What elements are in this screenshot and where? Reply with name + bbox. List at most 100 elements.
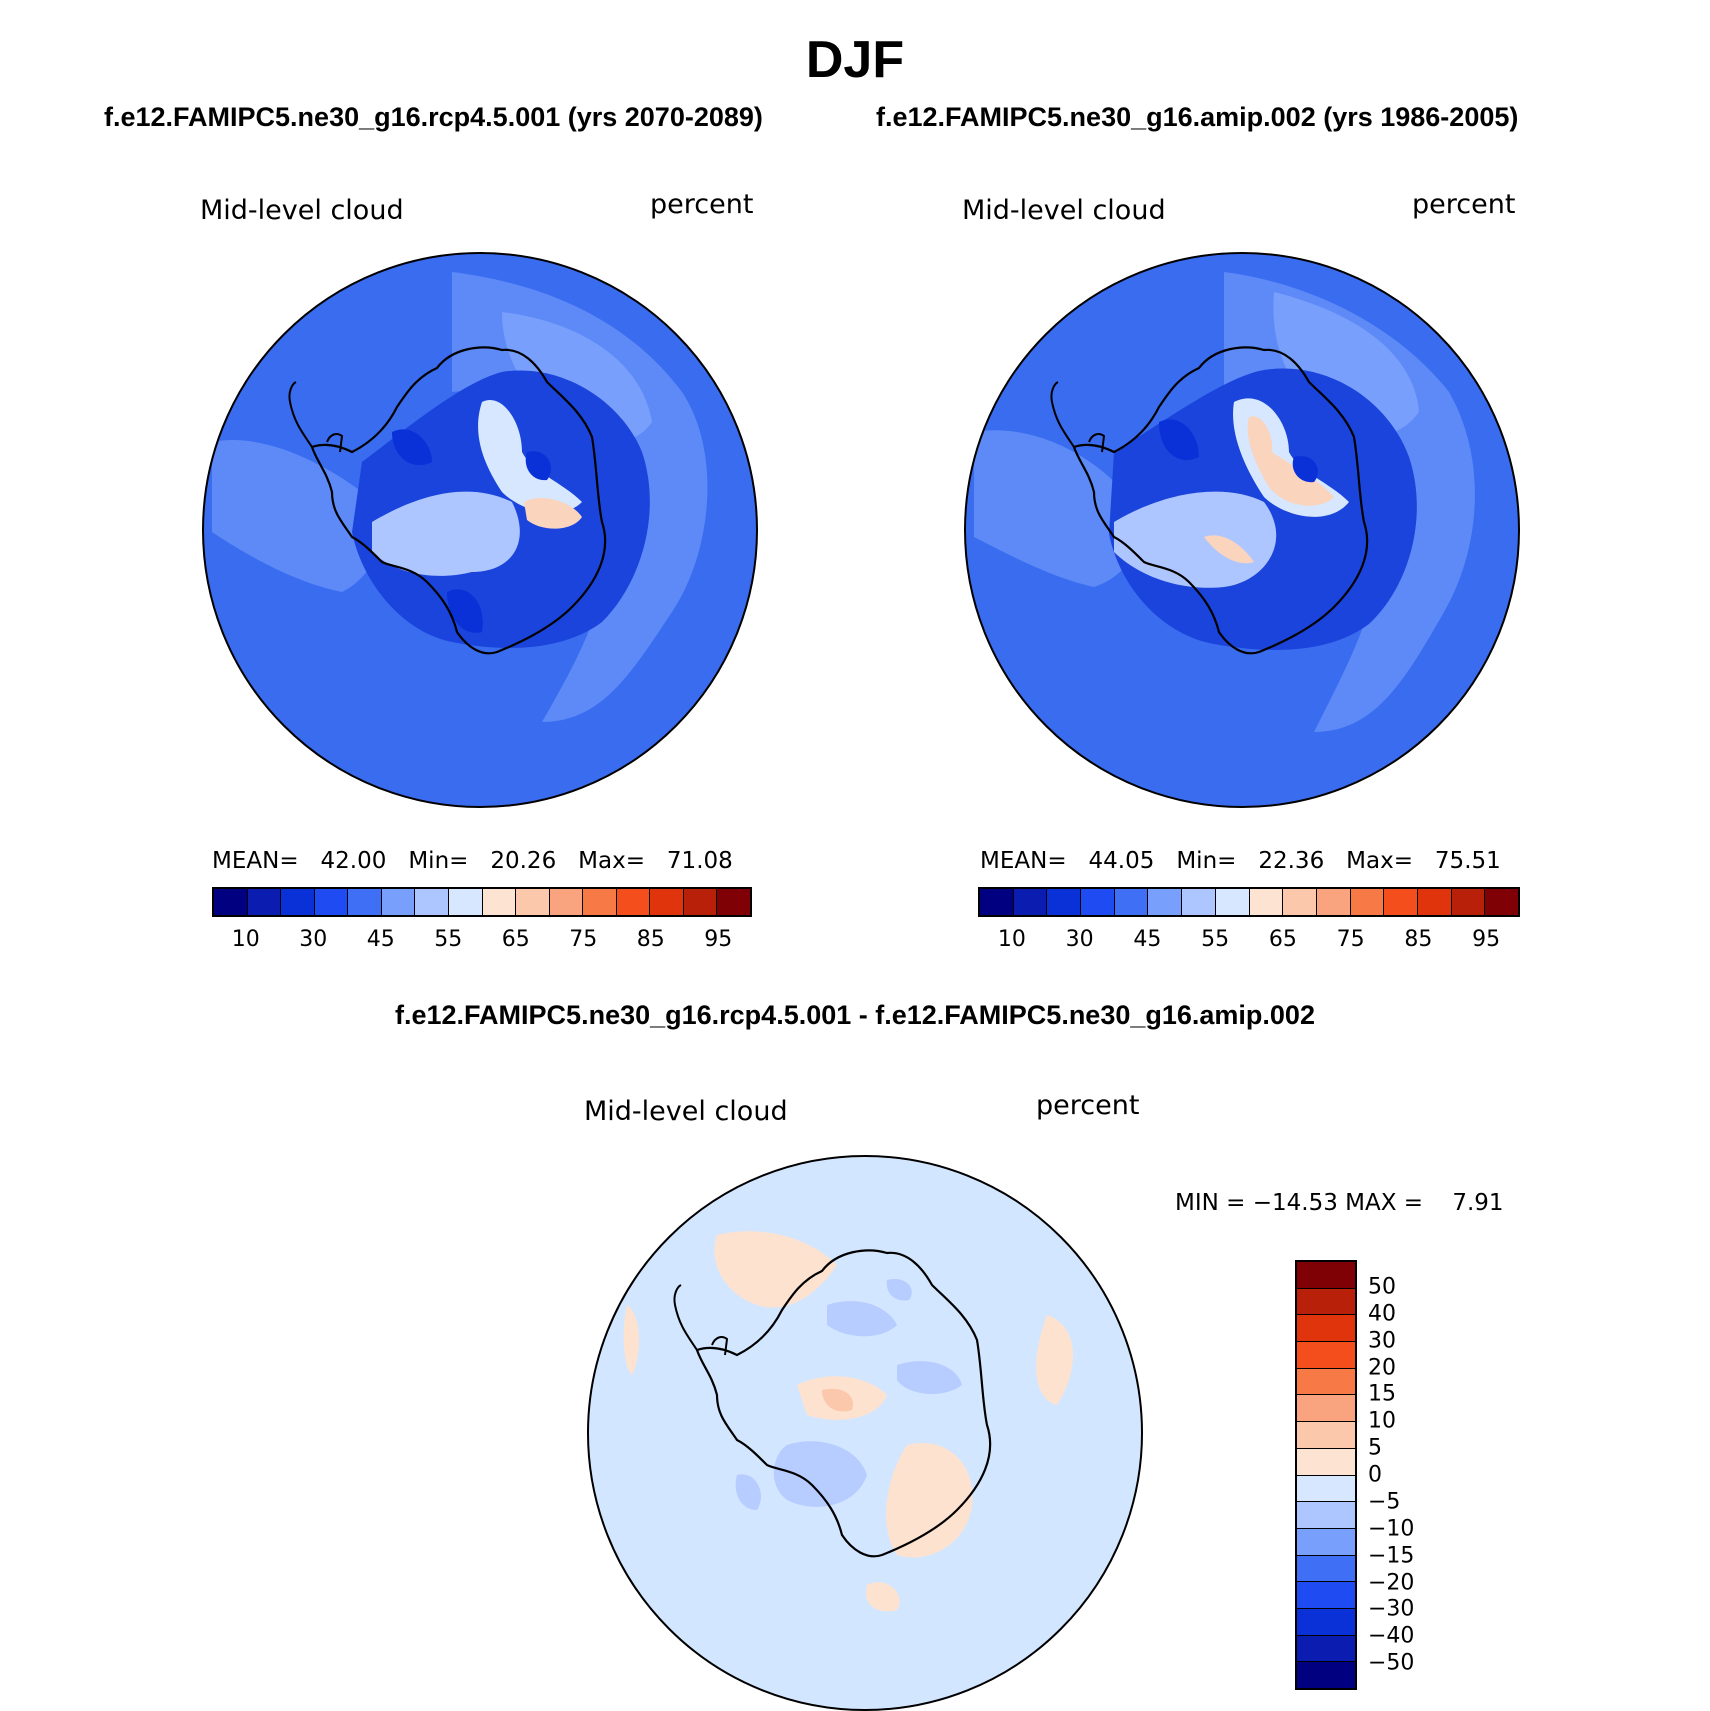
colorbar-cell xyxy=(650,889,684,915)
colorbar-cell xyxy=(1297,1315,1355,1343)
colorbar-cell xyxy=(1485,889,1518,915)
colorbar-cell xyxy=(1297,1395,1355,1423)
colorbar-cell xyxy=(482,889,517,915)
colorbar-cell xyxy=(1417,889,1452,915)
difference-colorbar xyxy=(1295,1260,1357,1690)
difference-minmax: MIN = −14.53 MAX = 7.91 xyxy=(1175,1190,1504,1216)
colorbar-tick-label: −5 xyxy=(1368,1489,1401,1515)
colorbar-cell xyxy=(1297,1422,1355,1449)
colorbar-cell xyxy=(616,889,651,915)
colorbar-tick-label: 0 xyxy=(1368,1462,1382,1488)
colorbar-tick-label: 30 xyxy=(299,927,328,952)
colorbar-tick-label: −40 xyxy=(1368,1623,1415,1649)
colorbar-cell xyxy=(247,889,282,915)
colorbar-cell xyxy=(583,889,617,915)
colorbar-cell xyxy=(549,889,584,915)
colorbar-tick-label: 10 xyxy=(1368,1408,1396,1434)
colorbar-tick-label: 75 xyxy=(1336,927,1365,952)
colorbar-tick-label: 5 xyxy=(1368,1435,1382,1461)
colorbar-tick-label: 55 xyxy=(1201,927,1230,952)
panel1-variable-label: Mid-level cloud xyxy=(200,195,404,226)
colorbar-cell xyxy=(1297,1262,1355,1289)
panel2-colorbar-ticks: 10 30 45 55 65 75 85 95 xyxy=(978,927,1520,957)
panel2-units-label: percent xyxy=(1412,189,1516,220)
colorbar-cell xyxy=(1297,1288,1355,1316)
colorbar-cell xyxy=(381,889,416,915)
colorbar-tick-label: 50 xyxy=(1368,1274,1396,1300)
colorbar-cell xyxy=(1451,889,1486,915)
colorbar-cell xyxy=(1013,889,1048,915)
colorbar-tick-label: 45 xyxy=(1133,927,1162,952)
colorbar-cell xyxy=(980,889,1014,915)
colorbar-tick-label: 85 xyxy=(1404,927,1433,952)
colorbar-cell xyxy=(717,889,750,915)
panel1-polar-map xyxy=(202,252,758,808)
colorbar-cell xyxy=(1283,889,1317,915)
colorbar-cell xyxy=(1297,1635,1355,1663)
colorbar-tick-label: 15 xyxy=(1368,1381,1396,1407)
colorbar-tick-label: 65 xyxy=(501,927,530,952)
colorbar-cell xyxy=(1047,889,1082,915)
panel2-polar-map xyxy=(964,252,1520,808)
figure-title: DJF xyxy=(805,31,905,89)
colorbar-cell xyxy=(1297,1448,1355,1476)
colorbar-tick-label: −50 xyxy=(1368,1650,1415,1676)
colorbar-tick-label: 95 xyxy=(704,927,733,952)
difference-title: f.e12.FAMIPC5.ne30_g16.rcp4.5.001 - f.e1… xyxy=(395,1000,1315,1030)
panel1-units-label: percent xyxy=(650,189,754,220)
colorbar-tick-label: 95 xyxy=(1472,927,1501,952)
colorbar-cell xyxy=(1297,1662,1355,1688)
colorbar-cell xyxy=(1316,889,1351,915)
colorbar-cell xyxy=(1297,1608,1355,1636)
colorbar-cell xyxy=(214,889,248,915)
colorbar-tick-label: −20 xyxy=(1368,1570,1415,1595)
colorbar-tick-label: 10 xyxy=(997,927,1026,952)
colorbar-cell xyxy=(1297,1528,1355,1556)
panel1-stats: MEAN= 42.00 Min= 20.26 Max= 71.08 xyxy=(212,848,733,874)
colorbar-cell xyxy=(1215,889,1250,915)
colorbar-cell xyxy=(1114,889,1149,915)
colorbar-tick-label: 30 xyxy=(1368,1328,1396,1354)
colorbar-cell xyxy=(348,889,382,915)
panel2-case-title: f.e12.FAMIPC5.ne30_g16.amip.002 (yrs 198… xyxy=(876,102,1519,132)
colorbar-tick-label: 75 xyxy=(569,927,598,952)
colorbar-cell xyxy=(1297,1368,1355,1396)
colorbar-cell xyxy=(1182,889,1216,915)
difference-polar-map xyxy=(587,1155,1143,1711)
panel1-colorbar-ticks: 10 30 45 55 65 75 85 95 xyxy=(212,927,752,957)
colorbar-tick-label: 20 xyxy=(1368,1355,1396,1380)
colorbar-tick-label: 30 xyxy=(1065,927,1094,952)
panel2-stats: MEAN= 44.05 Min= 22.36 Max= 75.51 xyxy=(980,848,1501,874)
colorbar-cell xyxy=(1081,889,1115,915)
colorbar-tick-label: −15 xyxy=(1368,1543,1415,1569)
colorbar-cell xyxy=(1297,1342,1355,1369)
colorbar-tick-label: 40 xyxy=(1368,1301,1396,1327)
colorbar-cell xyxy=(516,889,550,915)
colorbar-cell xyxy=(281,889,315,915)
colorbar-tick-label: 65 xyxy=(1268,927,1297,952)
colorbar-cell xyxy=(1350,889,1385,915)
colorbar-cell xyxy=(1297,1555,1355,1583)
colorbar-cell xyxy=(1297,1502,1355,1529)
difference-variable-label: Mid-level cloud xyxy=(584,1096,788,1127)
panel2-variable-label: Mid-level cloud xyxy=(962,195,1166,226)
panel1-colorbar xyxy=(212,887,752,917)
colorbar-tick-label: 85 xyxy=(636,927,665,952)
colorbar-cell xyxy=(1297,1582,1355,1609)
colorbar-cell xyxy=(1384,889,1418,915)
colorbar-tick-label: −10 xyxy=(1368,1516,1415,1542)
colorbar-cell xyxy=(1297,1475,1355,1503)
colorbar-cell xyxy=(448,889,483,915)
colorbar-tick-label: −30 xyxy=(1368,1596,1415,1622)
colorbar-cell xyxy=(1148,889,1183,915)
difference-units-label: percent xyxy=(1036,1090,1140,1121)
difference-colorbar-ticks: 50 40 30 20 15 10 5 0 −5 −10 −15 −20 −30 −40 −50 xyxy=(1368,1260,1438,1690)
colorbar-cell xyxy=(415,889,449,915)
colorbar-tick-label: 45 xyxy=(366,927,395,952)
colorbar-tick-label: 10 xyxy=(231,927,260,952)
panel2-colorbar xyxy=(978,887,1520,917)
colorbar-tick-label: 55 xyxy=(434,927,463,952)
panel1-case-title: f.e12.FAMIPC5.ne30_g16.rcp4.5.001 (yrs 2… xyxy=(104,102,763,132)
colorbar-cell xyxy=(314,889,349,915)
colorbar-cell xyxy=(1249,889,1284,915)
